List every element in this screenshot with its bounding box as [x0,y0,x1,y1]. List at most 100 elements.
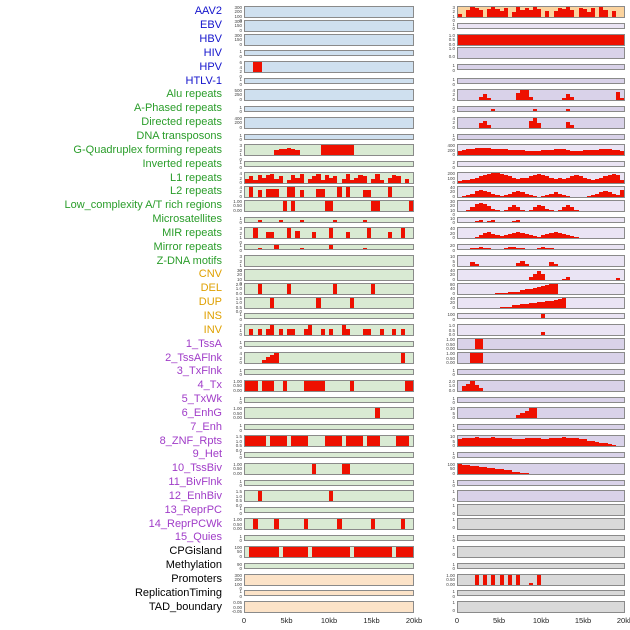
y-axis-ticks: 10 0 [414,216,457,225]
histogram-bar [541,206,546,211]
right-panel [457,172,625,185]
histogram-bar [253,380,258,391]
histogram-bar [478,235,483,239]
histogram-bar [282,436,288,447]
histogram-bar [358,175,363,184]
histogram-bar [375,436,380,447]
histogram-bar [354,546,359,557]
histogram-bar [512,471,517,474]
histogram-bar [261,380,267,391]
x-axis-left: 0 5kb 10kb 15kb 20kb [242,614,422,626]
track-label: INS [203,309,222,322]
histogram-bar [270,189,275,197]
y-axis-tick-label: 2 [239,258,242,264]
y-axis-ticks: 500 250 0 [228,88,244,101]
right-panel [457,338,625,351]
y-axis-tick-label: 0 [452,496,455,502]
y-axis-ticks: 100 50 0 [228,545,244,558]
histogram-bar [274,189,279,197]
histogram-bar [470,248,475,250]
histogram-bar [379,546,384,557]
histogram-bar [516,93,521,100]
histogram-bar [308,380,313,391]
histogram-bar [358,436,363,447]
track-label: Alu repeats [166,88,222,101]
histogram-bar [595,441,600,447]
histogram-bar [482,574,488,585]
histogram-bar [350,380,355,391]
histogram-bar [528,408,533,419]
y-axis-ticks: 1.00 0.50 0.00 [228,518,244,531]
histogram-bar [516,6,521,17]
y-axis-tick-label: 300 [234,18,242,24]
y-axis-tick-label: 6 [239,60,242,66]
track-row: 15_Quies 1 0 1 0 [0,531,630,545]
histogram-bar [400,353,405,364]
left-panel [244,590,414,597]
histogram-bar [599,192,604,197]
y-axis-tick-label: 0 [239,109,242,115]
y-axis-tick-label: 4 [239,351,242,357]
histogram-bar [482,121,488,128]
histogram-bar [491,233,496,239]
histogram-bar [586,195,591,197]
y-axis-tick-label: 1.0 [448,323,455,329]
histogram-bar [595,149,600,156]
histogram-bar [582,439,587,447]
x-axis-label: 0 [454,616,460,626]
histogram-bar [329,200,334,211]
histogram-bar [528,289,533,294]
left-panel [244,601,414,614]
histogram-bar [291,328,296,336]
histogram-bar [520,290,525,294]
histogram-bar [266,380,271,391]
x-axis-label: 5kb [492,616,506,626]
y-axis-tick-label: 0.0 [235,447,242,453]
track-row: L2 repeats 4 2 0 40 20 0 [0,185,630,199]
y-axis-ticks: 2.0 1.0 0.0 [228,282,244,295]
histogram-bar [270,355,275,364]
left-panel [244,199,414,212]
y-axis-tick-label: 40 [449,226,455,232]
y-axis-tick-label: 0 [452,470,455,476]
histogram-bar [470,148,475,156]
track-label: Low_complexity A/T rich regions [64,199,222,212]
histogram-bar [371,546,376,557]
left-panel [244,424,414,431]
right-panel [457,479,625,486]
y-axis-tick-label: 20 [449,300,455,306]
histogram-bar [553,178,558,184]
histogram-bar [487,468,492,474]
histogram-bar [595,178,600,184]
histogram-bar [266,546,271,557]
histogram-bar [278,328,283,336]
track-label: CNV [198,268,222,281]
histogram-bar [362,328,367,336]
histogram-bar [404,380,409,391]
histogram-bar [557,438,562,447]
histogram-bar [266,328,271,336]
track-row: DNA transposons 1 0 1 0 [0,130,630,144]
histogram-bar [408,200,413,211]
histogram-bar [512,149,517,156]
histogram-bar [549,283,554,294]
histogram-bar [503,209,508,211]
histogram-bar [478,246,483,250]
histogram-bar [400,328,405,336]
histogram-bar [532,207,537,211]
y-axis-tick-label: 1 [239,235,242,241]
y-axis-tick-label: 200 [234,577,242,583]
histogram-bar [591,149,596,156]
track-label: 11_BivFlnk [168,476,222,489]
histogram-bar [474,147,479,156]
right-panel [457,105,625,112]
y-axis-tick-label: 0 [239,372,242,378]
